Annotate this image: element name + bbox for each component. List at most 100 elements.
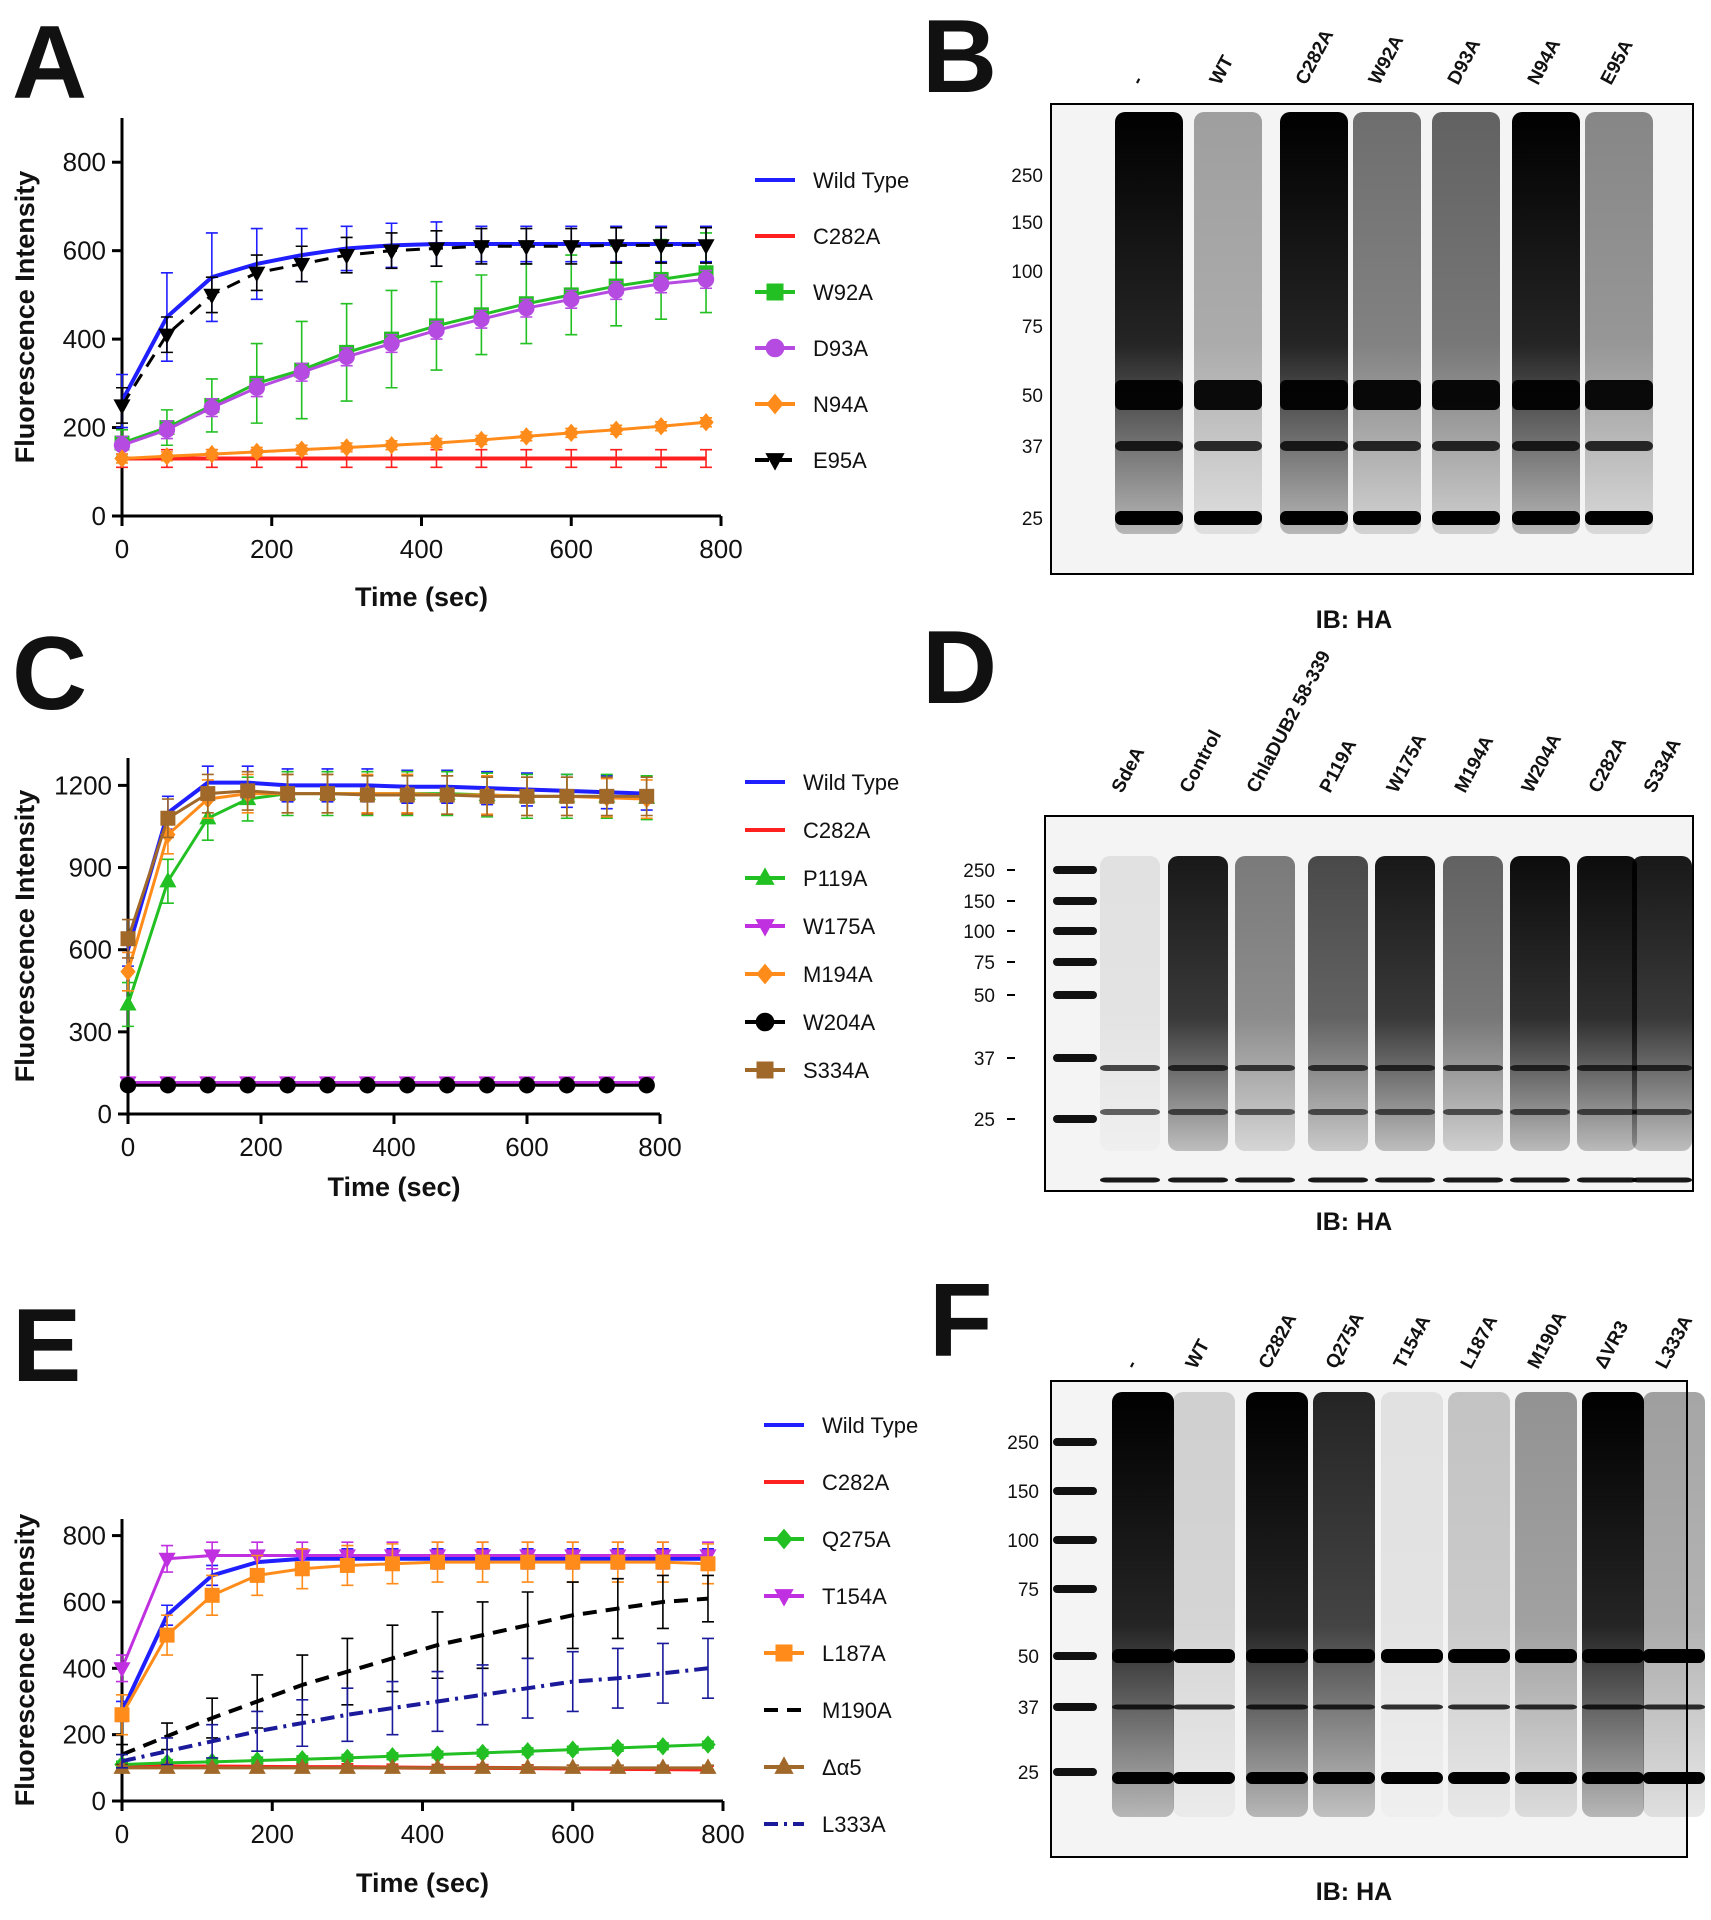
lane-label: Control [1176, 727, 1226, 796]
band [1510, 1065, 1570, 1071]
x-tick-label: 400 [401, 1819, 444, 1849]
marker-label: 75 [1018, 1580, 1039, 1601]
marker [158, 1758, 176, 1774]
band [1313, 1649, 1375, 1663]
marker [248, 379, 265, 396]
lane-label: WT [1206, 52, 1239, 88]
band [1173, 1649, 1235, 1663]
panel-letter: A [12, 5, 87, 121]
legend-marker [775, 1528, 793, 1550]
marker [293, 364, 310, 381]
marker [320, 786, 335, 802]
marker [520, 1742, 536, 1761]
marker [159, 871, 177, 888]
marker [158, 328, 176, 345]
series-line [121, 1596, 709, 1757]
panel-letter: C [12, 616, 87, 732]
band [1353, 441, 1421, 451]
marker [565, 1554, 581, 1570]
legend-label: T154A [822, 1584, 887, 1609]
marker-label: 25 [974, 1110, 995, 1131]
marker [249, 1567, 265, 1583]
band [1432, 511, 1500, 525]
band [1585, 441, 1653, 451]
lane-label: WT [1182, 1336, 1215, 1372]
legend-label: M194A [803, 962, 873, 987]
series-line [120, 1560, 709, 1716]
marker [518, 299, 535, 317]
band [1173, 1772, 1235, 1784]
band [1510, 1177, 1570, 1183]
legend-label: L187A [822, 1641, 886, 1666]
marker-label: 25 [1018, 1763, 1039, 1784]
ladder-band [1053, 1585, 1097, 1593]
band [1115, 441, 1183, 451]
y-tick-label: 400 [63, 324, 106, 354]
legend-label: C282A [822, 1470, 890, 1495]
error-bar [476, 1664, 489, 1726]
series-line [120, 1556, 708, 1713]
marker [653, 417, 669, 436]
x-tick-label: 0 [121, 1132, 135, 1162]
legend-marker [765, 338, 785, 358]
marker [655, 1554, 671, 1570]
lane-smear [1381, 1392, 1443, 1817]
band [1432, 441, 1500, 451]
marker-label: 50 [974, 986, 995, 1007]
series-line [121, 1743, 709, 1767]
marker [473, 430, 490, 450]
legend-marker [755, 867, 775, 885]
legend-marker [774, 1589, 794, 1607]
x-tick-label: 0 [115, 534, 129, 564]
ladder-band [1053, 1054, 1097, 1062]
ladder-band [1053, 1652, 1097, 1660]
lane-label: C282A [1255, 1310, 1301, 1372]
marker [638, 1077, 655, 1094]
lane-label: C282A [1585, 734, 1631, 796]
marker [474, 1758, 492, 1774]
legend-label: W175A [803, 914, 875, 939]
y-tick-label: 0 [92, 1786, 106, 1816]
error-bar [386, 1680, 399, 1736]
band [1448, 1649, 1510, 1663]
band [1168, 1065, 1228, 1071]
marker [204, 444, 220, 464]
marker [199, 1077, 217, 1094]
legend-marker [766, 393, 784, 415]
band [1643, 1649, 1705, 1663]
band [1112, 1649, 1174, 1663]
legend-marker [766, 283, 784, 301]
band [1280, 380, 1348, 410]
band [1194, 441, 1262, 451]
marker-label: 100 [963, 922, 995, 943]
marker-label: 50 [1022, 386, 1043, 407]
marker [114, 449, 130, 468]
marker [203, 1758, 221, 1774]
band [1194, 511, 1262, 525]
band [1308, 1065, 1368, 1071]
lane-smear [1510, 856, 1570, 1151]
lane-smear [1448, 1392, 1510, 1817]
legend-label: C282A [813, 224, 881, 249]
band [1115, 380, 1183, 410]
band [1173, 1704, 1235, 1710]
band [1235, 1109, 1295, 1115]
y-tick-label: 0 [92, 501, 106, 531]
lane-smear [1582, 1392, 1644, 1817]
marker [563, 291, 580, 308]
marker [248, 266, 266, 283]
legend-label: W92A [813, 280, 873, 305]
marker [119, 1077, 137, 1094]
marker [475, 1554, 491, 1570]
marker [697, 239, 715, 255]
lane-label: E95A [1597, 36, 1638, 88]
band [1443, 1177, 1503, 1183]
marker [159, 1627, 175, 1643]
marker [558, 1077, 576, 1094]
legend-marker [755, 1012, 775, 1032]
band [1510, 1109, 1570, 1115]
marker [439, 1077, 456, 1094]
legend-marker [756, 963, 774, 985]
lane-label: L187A [1457, 1312, 1502, 1372]
